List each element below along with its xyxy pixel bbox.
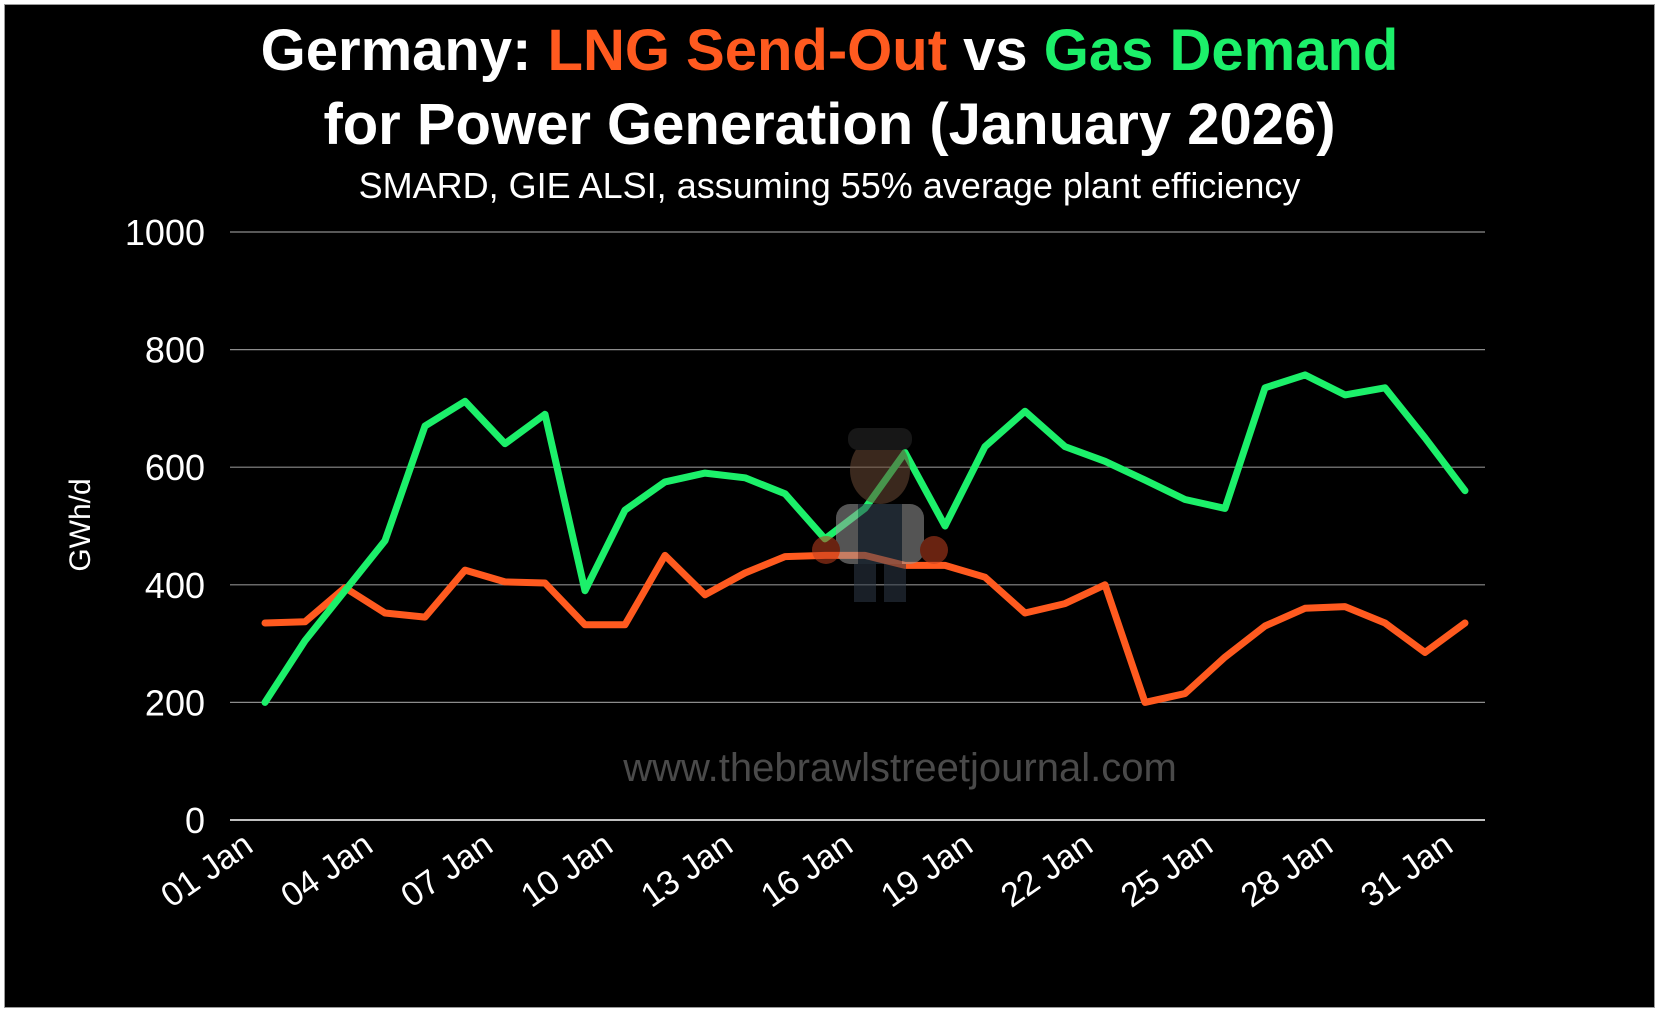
y-tick-label-1000: 1000 <box>125 212 205 253</box>
watermark-text: www.thebrawlstreetjournal.com <box>622 746 1177 790</box>
brawler-mascot-icon <box>812 428 948 602</box>
x-tick-label: 01 Jan <box>154 825 259 915</box>
chart-title: Germany: LNG Send-Out vs Gas Demand for … <box>0 14 1659 162</box>
x-tick-label: 13 Jan <box>634 825 739 915</box>
title-part-lng: LNG Send-Out <box>547 18 948 83</box>
y-tick-label-600: 600 <box>145 447 205 488</box>
title-part-country: Germany: <box>260 18 548 83</box>
y-axis-label: GWh/d <box>64 478 97 571</box>
chart-subtitle: SMARD, GIE ALSI, assuming 55% average pl… <box>358 165 1301 206</box>
title-line2: for Power Generation (January 2026) <box>323 92 1336 157</box>
x-tick-label: 28 Jan <box>1234 825 1339 915</box>
y-tick-label-400: 400 <box>145 565 205 606</box>
chart-background <box>4 4 1655 1008</box>
y-tick-label-800: 800 <box>145 330 205 371</box>
x-tick-label: 25 Jan <box>1114 825 1219 915</box>
x-tick-label: 16 Jan <box>754 825 859 915</box>
x-tick-label: 10 Jan <box>514 825 619 915</box>
x-tick-label: 22 Jan <box>994 825 1099 915</box>
x-tick-label: 31 Jan <box>1354 825 1459 915</box>
x-tick-label: 07 Jan <box>394 825 499 915</box>
title-part-vs: vs <box>947 18 1044 83</box>
y-tick-label-0: 0 <box>185 800 205 841</box>
x-axis-ticks: 01 Jan 04 Jan 07 Jan 10 Jan 13 Jan 16 Jan 19 J… <box>154 825 1459 915</box>
x-tick-label: 04 Jan <box>274 825 379 915</box>
x-tick-label: 19 Jan <box>874 825 979 915</box>
y-axis-ticks: 0 200 400 600 800 1000 <box>125 212 205 841</box>
y-tick-label-200: 200 <box>145 682 205 723</box>
title-part-gas: Gas Demand <box>1043 18 1399 83</box>
